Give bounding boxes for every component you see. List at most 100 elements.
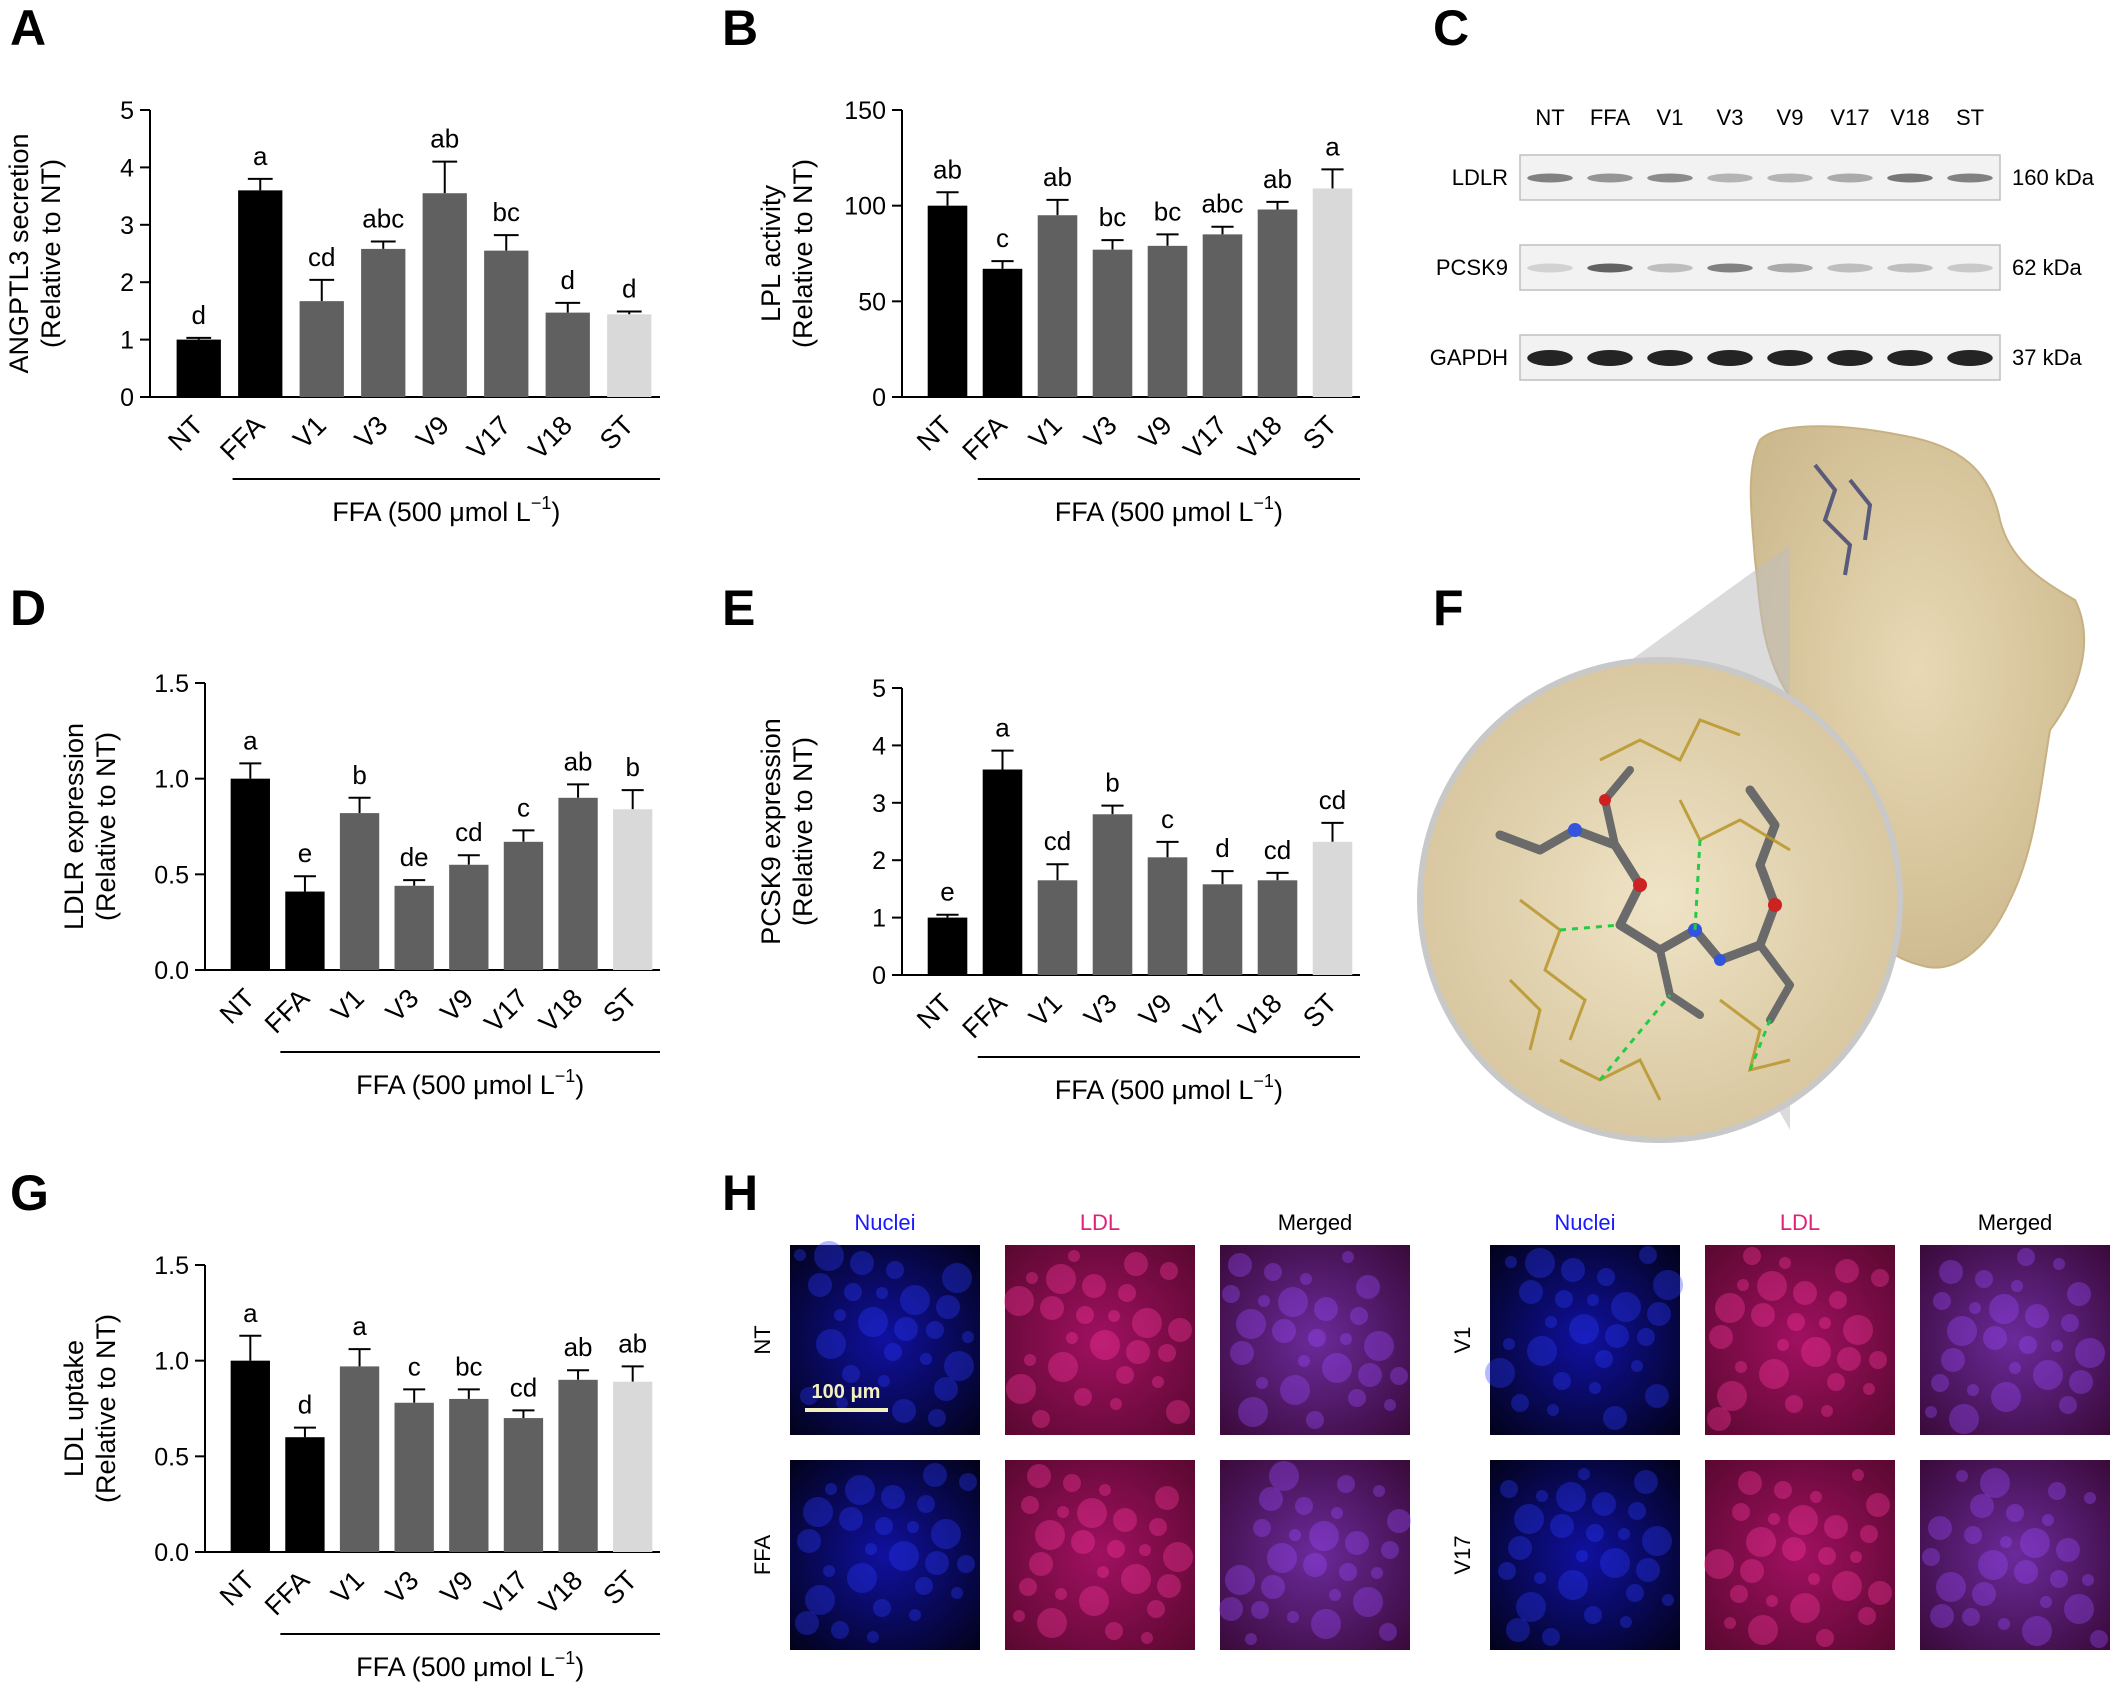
micro-texture (1342, 1251, 1354, 1263)
significance-label: abc (362, 203, 404, 233)
micro-texture (907, 1521, 919, 1533)
category-label: FFA (214, 410, 270, 466)
micro-texture (1578, 1468, 1590, 1480)
significance-label: e (940, 877, 954, 907)
micro-texture (1869, 1351, 1887, 1369)
ligand-surface-site (1813, 463, 1873, 576)
category-label: FFA (259, 1565, 315, 1621)
micro-tile (1920, 1460, 2110, 1650)
micro-texture (1508, 1536, 1532, 1560)
micro-texture (1298, 1355, 1310, 1367)
micro-texture (1024, 1354, 1036, 1366)
micro-texture (2082, 1574, 2094, 1586)
micro-texture (1810, 1491, 1822, 1503)
significance-label: cd (308, 242, 335, 272)
micro-texture (1970, 1494, 1994, 1518)
micro-texture (816, 1329, 846, 1359)
significance-label: a (253, 141, 268, 171)
micro-texture (1076, 1306, 1094, 1324)
micro-texture (917, 1495, 935, 1513)
micro-texture (1506, 1618, 1530, 1642)
micro-texture (1768, 1513, 1780, 1525)
row-label: V1 (1450, 1327, 1475, 1354)
micro-texture (1163, 1542, 1193, 1572)
micro-texture (1757, 1271, 1787, 1301)
micro-tile (1005, 1460, 1195, 1650)
bar-v9 (449, 864, 489, 970)
micro-texture (1147, 1600, 1165, 1618)
micro-texture (831, 1621, 849, 1639)
blot-band (1707, 263, 1753, 273)
micro-texture (1737, 1279, 1749, 1291)
panel-letter-g: G (10, 1165, 49, 1221)
significance-label: d (1215, 833, 1229, 863)
micro-texture (1289, 1529, 1301, 1541)
micro-texture (957, 1555, 975, 1573)
micro-texture (1724, 1617, 1736, 1629)
channel-label: Nuclei (854, 1210, 915, 1235)
micro-texture (1514, 1504, 1544, 1534)
ffa-group-label: FFA (500 μmol L−1) (356, 1648, 584, 1682)
micro-texture (2033, 1360, 2063, 1390)
micro-texture (2020, 1528, 2050, 1558)
bar-st (613, 809, 653, 970)
micro-texture (1843, 1315, 1873, 1345)
micro-texture (1620, 1616, 1632, 1628)
micro-texture (1108, 1310, 1120, 1322)
micro-texture (2011, 1280, 2023, 1292)
micro-texture (795, 1611, 819, 1635)
micro-texture (1730, 1585, 1748, 1603)
y-tick-label: 3 (120, 212, 134, 240)
blot-size-label: 62 kDa (2012, 255, 2082, 280)
micro-texture (1555, 1290, 1573, 1308)
micro-texture (1534, 1572, 1546, 1584)
micro-texture (1116, 1366, 1134, 1384)
micro-texture (951, 1587, 963, 1599)
micro-texture (1717, 1381, 1747, 1411)
micro-texture (1295, 1497, 1313, 1515)
micro-texture (1168, 1318, 1192, 1342)
micro-texture (1871, 1269, 1889, 1287)
bar-v17 (1202, 884, 1243, 975)
category-label: V17 (1178, 988, 1233, 1043)
micro-texture (1964, 1526, 1982, 1544)
micro-texture (1837, 1347, 1861, 1371)
micro-texture (1353, 1587, 1383, 1617)
micro-texture (2009, 1362, 2021, 1374)
micro-texture (1331, 1507, 1343, 1519)
ffa-group-label: FFA (500 μmol L−1) (356, 1066, 584, 1100)
category-label: V17 (478, 983, 533, 1038)
micro-texture (1160, 1262, 1178, 1280)
y-axis-title-line2: (Relative to NT) (36, 159, 66, 348)
micro-texture (1339, 1563, 1357, 1581)
ffa-group-text: FFA (500 μmol L (332, 497, 531, 527)
micro-texture (1269, 1461, 1299, 1491)
significance-label: d (622, 273, 636, 303)
category-label: V9 (434, 1565, 479, 1610)
blot-band (1647, 350, 1693, 366)
micro-texture (1068, 1250, 1080, 1262)
micro-texture (1600, 1548, 1630, 1578)
micro-texture (800, 1387, 818, 1405)
y-axis-title-line2: (Relative to NT) (91, 1314, 121, 1503)
micro-texture (1597, 1268, 1615, 1286)
micro-texture (928, 1409, 946, 1427)
micro-texture (1157, 1574, 1181, 1598)
micro-texture (1956, 1470, 1968, 1482)
row-label: NT (750, 1325, 775, 1354)
blot-band (1947, 263, 1993, 273)
bar-v9 (1147, 245, 1188, 397)
bar-v9 (1147, 857, 1188, 975)
blot-band (1767, 263, 1813, 273)
micro-texture (925, 1551, 949, 1575)
ffa-group-label: FFA (500 μmol L−1) (1055, 493, 1283, 527)
bar-st (1312, 841, 1353, 975)
bar-ffa (238, 190, 283, 397)
micro-texture (1155, 1486, 1179, 1510)
significance-label: c (517, 792, 530, 822)
micro-texture (839, 1507, 863, 1531)
significance-label: cd (1044, 826, 1071, 856)
y-tick-label: 4 (120, 154, 134, 182)
y-tick-label: 50 (858, 288, 886, 316)
micro-texture (1631, 1360, 1643, 1372)
